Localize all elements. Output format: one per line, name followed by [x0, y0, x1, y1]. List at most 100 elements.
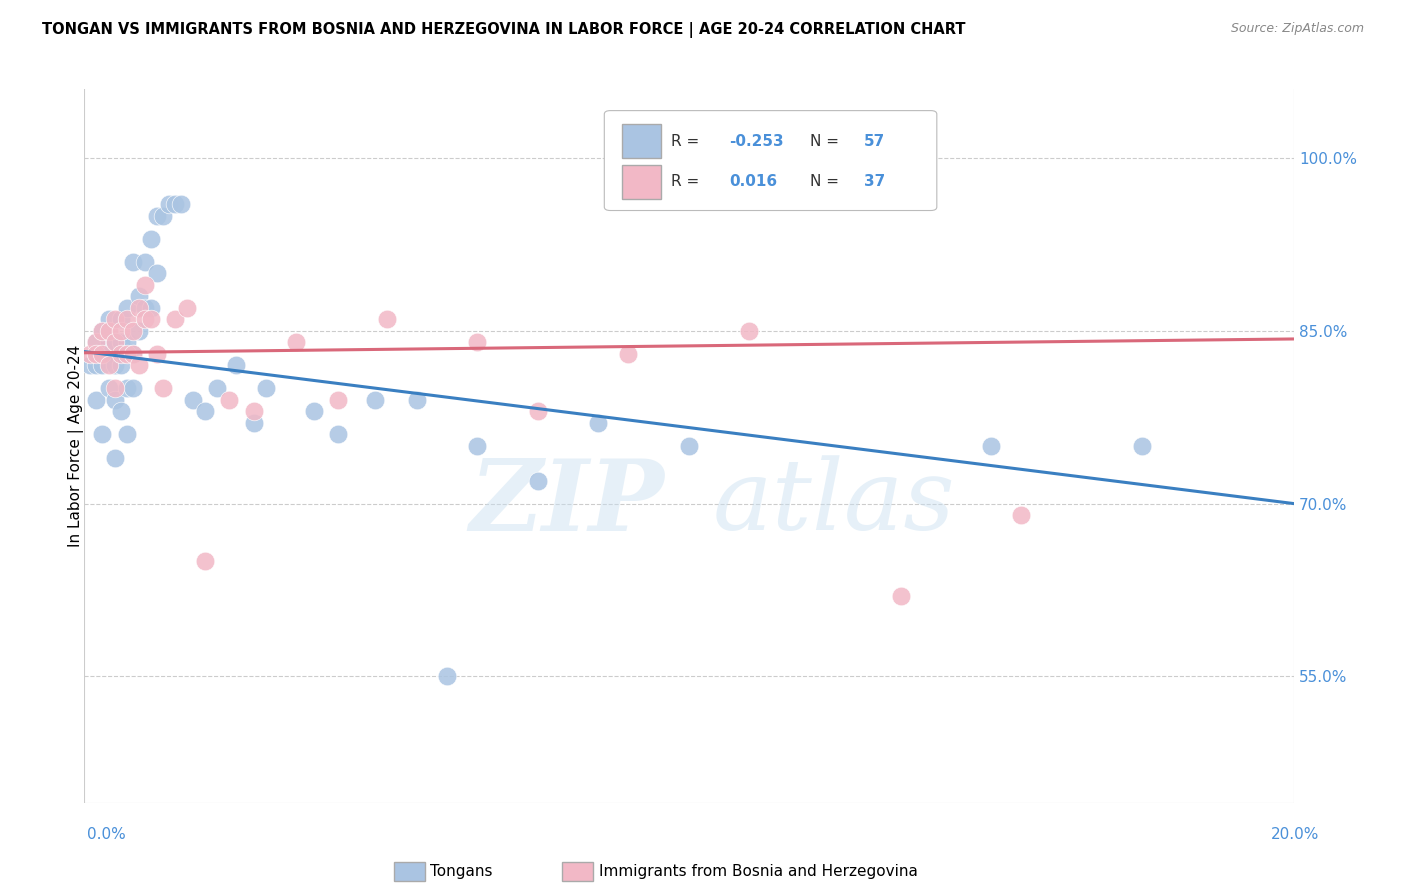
- Point: [242, 404, 264, 418]
- Point: [170, 197, 193, 211]
- Point: [104, 312, 127, 326]
- Point: [91, 427, 114, 442]
- Point: [104, 335, 127, 350]
- Text: 37: 37: [865, 175, 886, 189]
- Point: [152, 209, 174, 223]
- Point: [121, 255, 143, 269]
- Point: [181, 392, 204, 407]
- Point: [134, 277, 156, 292]
- Point: [86, 335, 108, 350]
- Point: [115, 301, 138, 315]
- Point: [134, 312, 156, 326]
- Point: [91, 347, 114, 361]
- Point: [738, 324, 761, 338]
- Point: [121, 347, 143, 361]
- Point: [121, 347, 143, 361]
- FancyBboxPatch shape: [623, 165, 661, 199]
- Point: [104, 450, 127, 465]
- Point: [86, 392, 108, 407]
- Point: [165, 312, 187, 326]
- FancyBboxPatch shape: [623, 124, 661, 159]
- Point: [527, 404, 550, 418]
- Point: [86, 347, 108, 361]
- Point: [104, 359, 127, 373]
- Point: [104, 392, 127, 407]
- Text: R =: R =: [671, 134, 704, 149]
- Point: [97, 347, 120, 361]
- Point: [121, 324, 143, 338]
- Point: [194, 554, 217, 568]
- Point: [980, 439, 1002, 453]
- Point: [406, 392, 429, 407]
- Text: 0.0%: 0.0%: [87, 827, 127, 841]
- Point: [104, 335, 127, 350]
- Text: -0.253: -0.253: [728, 134, 783, 149]
- Point: [176, 301, 198, 315]
- Point: [91, 347, 114, 361]
- Text: 20.0%: 20.0%: [1271, 827, 1319, 841]
- Point: [1130, 439, 1153, 453]
- Text: TONGAN VS IMMIGRANTS FROM BOSNIA AND HERZEGOVINA IN LABOR FORCE | AGE 20-24 CORR: TONGAN VS IMMIGRANTS FROM BOSNIA AND HER…: [42, 22, 966, 38]
- Text: R =: R =: [671, 175, 704, 189]
- Point: [115, 381, 138, 395]
- Point: [110, 312, 132, 326]
- Point: [139, 232, 162, 246]
- Point: [97, 381, 120, 395]
- Point: [110, 404, 132, 418]
- Point: [110, 347, 132, 361]
- Point: [134, 301, 156, 315]
- Point: [285, 335, 308, 350]
- Point: [104, 381, 127, 395]
- Point: [97, 324, 120, 338]
- Point: [363, 392, 385, 407]
- Text: N =: N =: [810, 134, 844, 149]
- Point: [1011, 508, 1033, 522]
- Point: [110, 324, 132, 338]
- Point: [110, 335, 132, 350]
- Point: [97, 312, 120, 326]
- Point: [115, 427, 138, 442]
- Point: [115, 335, 138, 350]
- Point: [128, 359, 150, 373]
- Point: [467, 439, 489, 453]
- Point: [79, 347, 101, 361]
- Point: [128, 324, 150, 338]
- Point: [157, 197, 180, 211]
- Point: [128, 289, 150, 303]
- Point: [328, 392, 350, 407]
- Text: atlas: atlas: [713, 456, 956, 550]
- Point: [134, 255, 156, 269]
- Point: [890, 589, 912, 603]
- Text: 57: 57: [865, 134, 886, 149]
- Point: [254, 381, 277, 395]
- Point: [86, 347, 108, 361]
- Text: Source: ZipAtlas.com: Source: ZipAtlas.com: [1230, 22, 1364, 36]
- Point: [86, 335, 108, 350]
- Text: Immigrants from Bosnia and Herzegovina: Immigrants from Bosnia and Herzegovina: [599, 864, 918, 879]
- Point: [146, 209, 169, 223]
- Point: [242, 416, 264, 430]
- Point: [225, 359, 247, 373]
- Point: [91, 324, 114, 338]
- Point: [139, 312, 162, 326]
- Point: [165, 197, 187, 211]
- Point: [86, 359, 108, 373]
- Point: [110, 359, 132, 373]
- Point: [97, 335, 120, 350]
- Point: [194, 404, 217, 418]
- Point: [678, 439, 700, 453]
- Point: [139, 301, 162, 315]
- Point: [328, 427, 350, 442]
- Point: [527, 474, 550, 488]
- Text: ZIP: ZIP: [470, 455, 665, 551]
- Text: 0.016: 0.016: [728, 175, 778, 189]
- Point: [115, 312, 138, 326]
- Text: N =: N =: [810, 175, 844, 189]
- Point: [97, 359, 120, 373]
- FancyBboxPatch shape: [605, 111, 936, 211]
- Point: [218, 392, 240, 407]
- Point: [115, 347, 138, 361]
- Point: [91, 359, 114, 373]
- Point: [375, 312, 398, 326]
- Point: [121, 381, 143, 395]
